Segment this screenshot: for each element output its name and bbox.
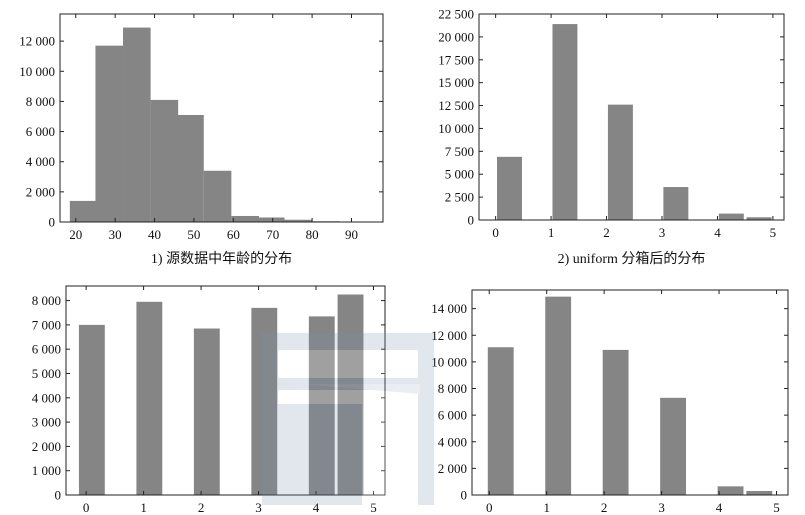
plot-frame bbox=[471, 289, 789, 496]
x-tick-label: 5 bbox=[773, 500, 780, 515]
x-tick-label: 4 bbox=[313, 500, 320, 515]
x-tick-label: 2 bbox=[603, 225, 610, 240]
bar-3 bbox=[150, 99, 179, 222]
y-tick-label: 6 000 bbox=[32, 342, 61, 357]
y-tick-label: 10 000 bbox=[431, 354, 467, 369]
x-tick-label: 5 bbox=[370, 500, 377, 515]
bar-4 bbox=[176, 114, 204, 222]
x-tick-label: 3 bbox=[658, 500, 665, 515]
y-tick-label: 4 000 bbox=[26, 154, 55, 169]
y-tick-label: 5 000 bbox=[32, 366, 61, 381]
bar-0 bbox=[487, 347, 514, 495]
x-tick-label: 1 bbox=[140, 500, 147, 515]
y-tick-label: 17 500 bbox=[438, 52, 474, 67]
x-tick-label: 2 bbox=[601, 500, 608, 515]
y-tick-label: 10 000 bbox=[438, 121, 474, 136]
y-tick-label: 3 000 bbox=[32, 415, 61, 430]
y-tick-label: 2 000 bbox=[438, 461, 467, 476]
bar-1 bbox=[136, 301, 163, 495]
x-tick-label: 60 bbox=[227, 227, 240, 242]
y-tick-label: 12 500 bbox=[438, 98, 474, 113]
bar-3 bbox=[251, 307, 278, 495]
x-tick-label: 20 bbox=[69, 227, 82, 242]
age-distribution-panel: 0 2 000 4 000 6 000 8 000 10 000 12 000 20 30 40 5… bbox=[19, 13, 384, 267]
y-tick-label: 6 000 bbox=[26, 124, 55, 139]
x-tick-label: 1 bbox=[543, 500, 550, 515]
bar-3 bbox=[663, 187, 689, 220]
y-tick-label: 14 000 bbox=[431, 301, 467, 316]
x-tick-label: 90 bbox=[345, 227, 358, 242]
y-tick-label: 8 000 bbox=[26, 94, 55, 109]
bar-4 bbox=[308, 316, 335, 495]
x-tick-label: 0 bbox=[486, 500, 493, 515]
bar-1 bbox=[95, 45, 124, 222]
y-tick-label: 12 000 bbox=[19, 34, 55, 49]
y-tick-label: 1 000 bbox=[32, 463, 61, 478]
bar-1 bbox=[552, 24, 578, 221]
bar-5 bbox=[746, 217, 772, 220]
uniform-binning-panel: 0 2 500 5 000 7 500 10 000 12 500 15 000 17 500… bbox=[438, 7, 785, 267]
y-tick-label: 15 000 bbox=[438, 75, 474, 90]
x-tick-label: 30 bbox=[109, 227, 122, 242]
y-tick-label: 7 500 bbox=[445, 144, 474, 159]
bar-2 bbox=[607, 104, 633, 220]
x-tick-label: 4 bbox=[714, 225, 721, 240]
bar-2 bbox=[123, 27, 151, 223]
y-tick-label: 4 000 bbox=[438, 434, 467, 449]
bar-0 bbox=[78, 324, 105, 495]
x-tick-label: 3 bbox=[659, 225, 666, 240]
y-tick-label: 12 000 bbox=[431, 328, 467, 343]
x-tick-label: 1 bbox=[548, 225, 555, 240]
y-tick-label: 20 000 bbox=[438, 29, 474, 44]
plot-frame bbox=[59, 13, 384, 223]
bar-8 bbox=[284, 219, 313, 222]
bar-4 bbox=[717, 486, 744, 495]
bar-5 bbox=[337, 294, 364, 495]
x-tick-label: 3 bbox=[255, 500, 262, 515]
y-tick-label: 10 000 bbox=[19, 64, 55, 79]
x-tick-label: 0 bbox=[83, 500, 90, 515]
x-tick-label: 0 bbox=[492, 225, 499, 240]
y-tick-label: 8 000 bbox=[438, 381, 467, 396]
chart-caption: 1) 源数据中年龄的分布 bbox=[151, 251, 292, 267]
y-tick-label: 2 500 bbox=[445, 190, 474, 205]
y-tick-label: 2 000 bbox=[32, 439, 61, 454]
kmeans-binning-panel: 0 2 000 4 000 6 000 8 000 10 000 12 000 14 000 0… bbox=[431, 289, 789, 515]
x-tick-label: 4 bbox=[716, 500, 723, 515]
bar-7 bbox=[256, 217, 285, 222]
y-tick-label: 7 000 bbox=[32, 317, 61, 332]
y-tick-label: 0 bbox=[55, 488, 62, 503]
x-tick-label: 70 bbox=[266, 227, 279, 242]
bar-0 bbox=[69, 200, 98, 222]
y-tick-label: 2 000 bbox=[26, 184, 55, 199]
bar-3 bbox=[660, 397, 687, 495]
x-tick-label: 2 bbox=[198, 500, 205, 515]
y-tick-label: 6 000 bbox=[438, 408, 467, 423]
bar-2 bbox=[602, 349, 629, 495]
bar-0 bbox=[497, 156, 522, 220]
y-tick-label: 5 000 bbox=[445, 167, 474, 182]
x-tick-label: 80 bbox=[306, 227, 319, 242]
y-tick-label: 0 bbox=[468, 213, 475, 228]
x-tick-label: 40 bbox=[148, 227, 161, 242]
x-tick-label: 5 bbox=[770, 225, 777, 240]
y-tick-label: 8 000 bbox=[32, 293, 61, 308]
y-tick-label: 22 500 bbox=[438, 7, 474, 22]
bar-1 bbox=[545, 296, 572, 495]
y-tick-label: 0 bbox=[461, 488, 468, 503]
bar-5 bbox=[746, 491, 773, 495]
y-tick-label: 0 bbox=[49, 215, 56, 230]
bar-6 bbox=[231, 215, 259, 222]
quantile-binning-panel: 0 1 000 2 000 3 000 4 000 5 000 6 000 7 000 8 00… bbox=[32, 285, 386, 515]
plot-frame bbox=[65, 285, 386, 496]
bar-2 bbox=[193, 328, 220, 495]
bar-4 bbox=[718, 213, 744, 220]
y-tick-label: 4 000 bbox=[32, 390, 61, 405]
plot-frame bbox=[478, 13, 785, 221]
bar-5 bbox=[203, 170, 232, 222]
x-tick-label: 50 bbox=[187, 227, 200, 242]
chart-caption: 2) uniform 分箱后的分布 bbox=[558, 251, 706, 267]
